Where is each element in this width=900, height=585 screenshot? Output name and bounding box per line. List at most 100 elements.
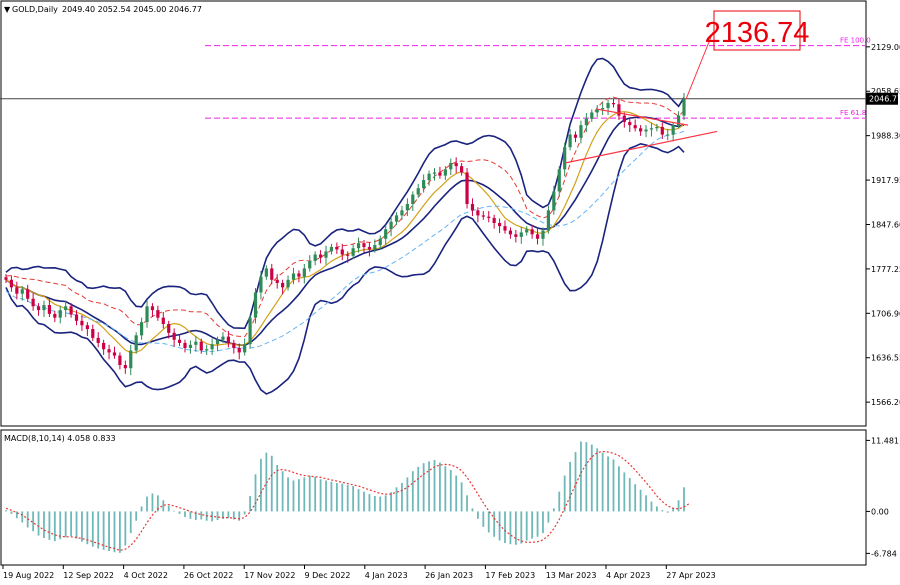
candle-body (188, 344, 193, 348)
candle-body (389, 221, 393, 230)
candle-body (69, 306, 73, 315)
current-price-badge (866, 92, 898, 105)
candle-body (346, 254, 350, 256)
candle-body (270, 268, 274, 280)
candle-body (281, 282, 285, 288)
macd-tick-label: 11.481 (871, 436, 899, 445)
candle-body (530, 229, 534, 235)
candle-body (568, 134, 572, 148)
candle-body (633, 125, 637, 129)
candle-body (107, 349, 111, 353)
candle-body (215, 339, 220, 345)
candle-body (167, 323, 171, 333)
candle-body (563, 147, 567, 170)
candle-body (199, 341, 203, 351)
candle-body (237, 347, 241, 353)
candle-body (145, 306, 149, 323)
candle-body (682, 98, 686, 116)
candle-body (639, 128, 643, 132)
candle-body (655, 127, 659, 129)
candle-body (492, 217, 496, 223)
candle-body (161, 317, 165, 324)
x-tick-label: 19 Aug 2022 (3, 571, 54, 580)
candle-body (221, 336, 225, 340)
candle-body (308, 260, 312, 269)
candle-body (42, 305, 46, 311)
chart-symbol: GOLD,Daily (12, 5, 58, 14)
candle-body (666, 134, 670, 136)
candle-body (53, 313, 57, 318)
candle-body (557, 169, 561, 192)
trendline-support (564, 130, 718, 164)
x-tick-label: 4 Oct 2022 (124, 571, 168, 580)
candle-body (384, 229, 388, 239)
candle-body (546, 210, 550, 231)
candle-body (443, 169, 447, 176)
candle-body (449, 162, 453, 170)
header-arrow: ▼ (4, 5, 11, 14)
candle-body (329, 246, 334, 252)
candle-body (118, 355, 122, 366)
candle-body (411, 194, 415, 205)
candle-body (454, 162, 458, 167)
x-tick-label: 26 Oct 2022 (184, 571, 233, 580)
candle-body (248, 317, 252, 345)
candle-body (129, 350, 133, 369)
candle-body (112, 352, 117, 356)
candle-body (324, 251, 328, 258)
x-tick-label: 9 Dec 2022 (305, 571, 351, 580)
target-price-box (713, 10, 801, 51)
candle-body (378, 238, 382, 246)
macd-tick-label: 0.00 (871, 507, 889, 516)
candle-body (362, 243, 366, 247)
candle-body (264, 268, 268, 277)
candle-body (573, 134, 578, 138)
candle-body (400, 210, 404, 216)
candle-body (15, 287, 19, 294)
candle-body (476, 210, 480, 216)
candle-body (297, 273, 301, 277)
candle-body (210, 344, 214, 350)
candle-body (535, 234, 540, 239)
y-tick-label: 1988.30 (871, 132, 900, 141)
trendline-resistance (597, 108, 689, 126)
bollinger-upper (5, 57, 685, 330)
candle-body (286, 279, 290, 288)
candle-body (275, 279, 279, 283)
candle-body (226, 336, 230, 343)
candle-body (497, 222, 502, 227)
candle-body (291, 273, 296, 280)
candle-body (74, 314, 79, 321)
x-tick-label: 12 Sep 2022 (63, 571, 114, 580)
y-axis-main: 2129.00 2058.65 1988.30 1917.95 1847.60 1777.… (866, 43, 900, 407)
y-tick-label: 1917.95 (871, 176, 900, 185)
x-tick-label: 27 Apr 2023 (666, 571, 715, 580)
y-axis-macd: 11.481 0.00 -6.784 (866, 436, 899, 558)
candle-body (595, 109, 599, 113)
macd-tick-label: -6.784 (871, 549, 897, 558)
bollinger-lower (5, 142, 685, 395)
y-tick-label: 1636.55 (871, 354, 900, 363)
candle-body (617, 104, 621, 116)
candle-body (150, 306, 155, 311)
candle-body (177, 339, 182, 343)
candle-body (335, 246, 339, 250)
macd-panel (0, 429, 867, 566)
y-tick-label: 1706.90 (871, 309, 900, 318)
candle-body (622, 115, 626, 122)
candle-body (4, 277, 8, 280)
candle-body (487, 216, 491, 218)
candle-body (243, 344, 247, 353)
macd-signal-line (5, 450, 690, 552)
candle-body (340, 249, 344, 255)
y-tick-label: 1566.20 (871, 398, 900, 407)
candle-body (194, 341, 198, 345)
candle-body (96, 337, 100, 343)
candle-body (172, 332, 176, 340)
candle-body (351, 248, 355, 256)
candle-body (649, 128, 654, 130)
candle-body (58, 310, 62, 318)
candle-body (460, 166, 464, 173)
candle-body (432, 172, 437, 174)
